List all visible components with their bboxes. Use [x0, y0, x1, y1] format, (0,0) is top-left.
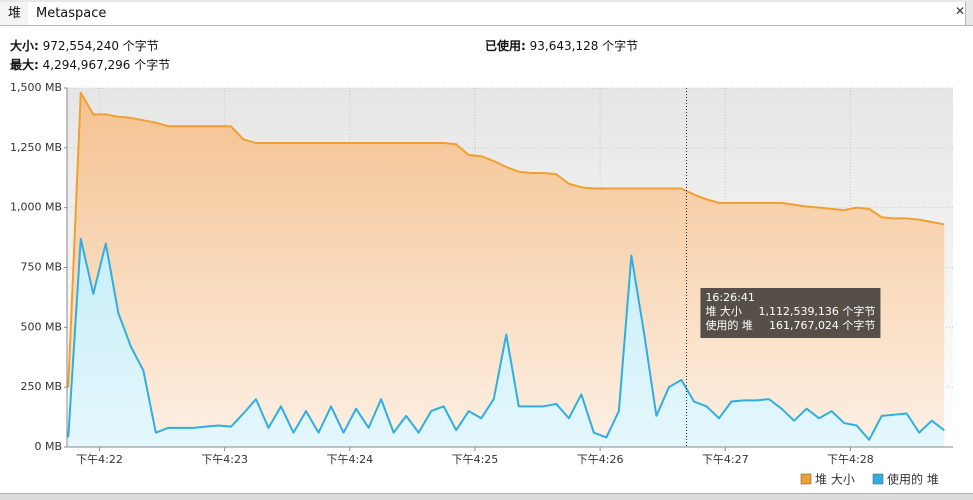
x-tick-label: 下午4:22 [76, 453, 123, 466]
y-tick-label: 0 MB [34, 440, 62, 453]
value: 4,294,967,296 个字节 [42, 58, 171, 72]
y-tick-label: 1,250 MB [10, 141, 62, 154]
tooltip-time: 16:26:41 [705, 291, 754, 304]
line [67, 237, 945, 441]
info-row: 大小: 972,554,240 个字节 [10, 37, 159, 54]
value: 972,554,240 个字节 [42, 39, 159, 53]
x-tick-label: 下午4:24 [326, 453, 373, 466]
area [68, 92, 945, 447]
tooltip-label: 堆 大小 [705, 304, 742, 318]
tooltip-value: 1,112,539,136 个字节 [758, 304, 875, 318]
label: 大小: [10, 39, 39, 53]
value: 93,643,128 个字节 [529, 39, 639, 53]
status-strip [0, 493, 973, 500]
legend-swatch [800, 473, 812, 485]
legend-label: 使用的 堆 [887, 472, 939, 487]
tab[interactable]: 堆 [0, 2, 31, 25]
label: 最大: [10, 58, 39, 72]
legend-label: 堆 大小 [815, 473, 855, 487]
tooltip-value: 161,767,024 个字节 [769, 318, 875, 332]
x-tick-label: 下午4:27 [702, 453, 749, 466]
x-tick-label: 下午4:23 [201, 453, 248, 466]
info-row: 已使用: 93,643,128 个字节 [485, 37, 638, 54]
legend-swatch [872, 473, 884, 485]
label: 已使用: [485, 39, 526, 53]
x-tick-label: 下午4:25 [452, 453, 499, 466]
chart: 0 MB 250 MB 500 MB 750 MB 1,000 MB 1,250 MB 1,… [10, 81, 953, 487]
close-button[interactable]: ✕ [954, 4, 965, 18]
tab-bar: 堆 Metaspace ✕ [0, 0, 973, 26]
tooltip-box [700, 288, 881, 338]
y-tick-label: 250 MB [20, 380, 62, 393]
line [67, 91, 945, 388]
info-row: 最大: 4,294,967,296 个字节 [10, 56, 170, 73]
y-tick-label: 500 MB [20, 320, 62, 333]
area [68, 238, 945, 447]
tab[interactable]: Metaspace [28, 2, 966, 25]
x-tick-label: 下午4:28 [827, 453, 874, 466]
y-tick-label: 1,500 MB [10, 81, 62, 94]
y-tick-label: 750 MB [20, 261, 62, 274]
x-tick-label: 下午4:26 [577, 453, 624, 466]
y-tick-label: 1,000 MB [10, 201, 62, 214]
tooltip-label: 使用的 堆 [705, 318, 753, 332]
